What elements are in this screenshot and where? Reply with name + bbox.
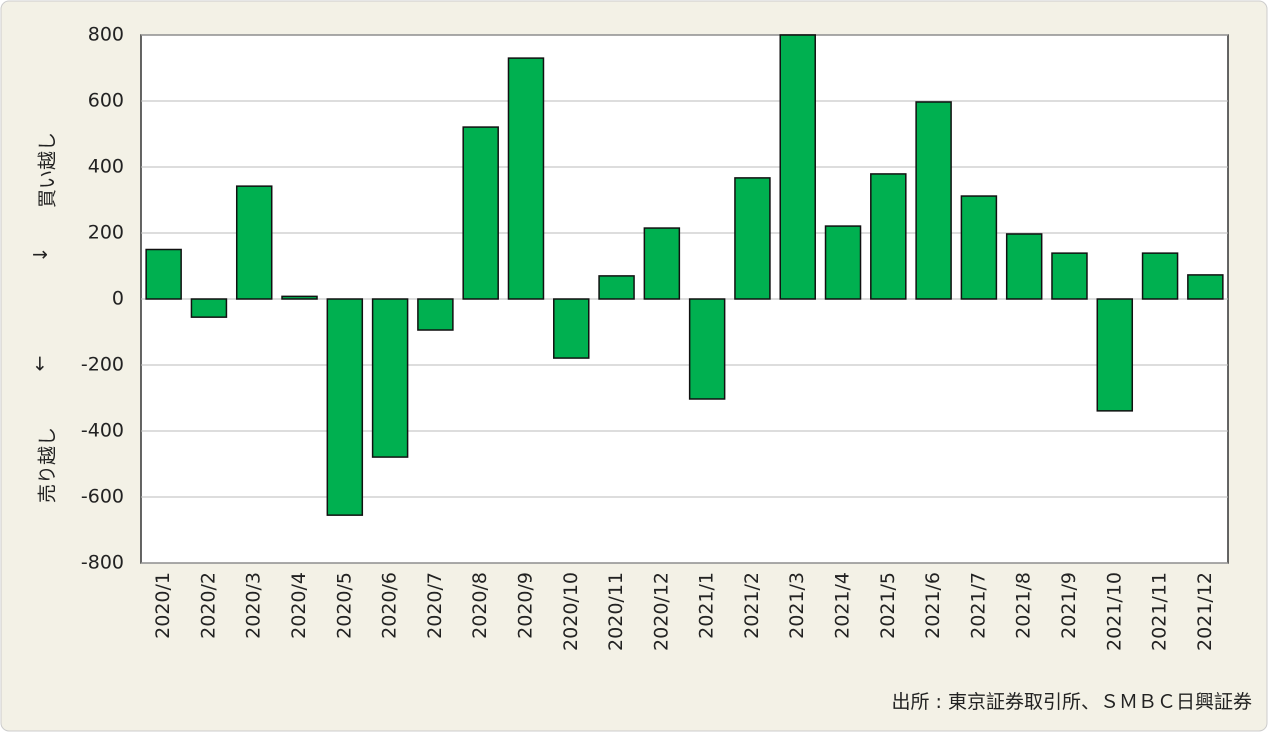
bar [145,248,182,300]
bar [734,177,771,300]
x-tick-label: 2020/9 [514,572,536,639]
y-tick-label: 800 [88,24,124,46]
bar [371,298,409,458]
bar [688,298,726,400]
bar [643,227,681,300]
x-tick-label: 2021/11 [1149,572,1171,651]
x-tick-label: 2021/1 [696,572,718,639]
x-tick-label: 2020/5 [333,572,355,639]
x-tick-label: 2021/7 [967,572,989,639]
bar [870,173,907,300]
x-tick-label: 2020/3 [243,572,265,639]
bar [915,101,952,300]
y-tick-label: 200 [88,222,124,244]
bar [779,34,816,300]
x-tick-label: 2020/12 [650,572,672,651]
x-tick-label: 2021/5 [877,572,899,639]
x-tick-label: 2020/7 [424,572,446,639]
bar [281,295,318,300]
x-tick-label: 2020/4 [288,572,310,639]
bar [1187,274,1224,300]
bar [1141,252,1179,300]
y-tick-label: -400 [81,420,124,442]
bar [553,298,590,359]
bar [462,126,499,300]
bar [1096,298,1134,412]
bar [326,298,364,516]
x-tick-label: 2021/6 [922,572,944,639]
x-tick-label: 2021/2 [741,572,763,639]
y-label-positive: 買い越し [37,132,59,208]
y-arrow-positive: → [32,244,48,266]
y-tick-label: 600 [88,90,124,112]
y-label-negative: 売り越し [37,427,59,503]
bar [598,275,635,300]
y-tick-label: 0 [112,288,124,310]
x-tick-label: 2021/8 [1013,572,1035,639]
y-tick-label: 400 [88,156,124,178]
x-tick-label: 2021/4 [832,572,854,639]
bar [1051,252,1088,300]
y-tick-label: -600 [81,486,124,508]
y-arrow-negative: ↓ [32,354,48,376]
x-tick-label: 2020/6 [379,572,401,639]
bar [824,225,862,300]
y-tick-label: -800 [81,552,124,574]
x-tick-label: 2021/9 [1058,572,1080,639]
x-tick-label: 2021/10 [1103,572,1125,651]
source: 出所 : 東京証券取引所、ＳＭＢＣ日興証券 [892,691,1252,713]
x-tick-label: 2020/11 [605,572,627,651]
bar [1005,233,1043,300]
bar [190,298,228,318]
bar [417,298,454,331]
x-tick-label: 2020/1 [152,572,174,639]
bar [507,57,545,300]
x-tick-label: 2020/10 [560,572,582,651]
y-tick-label: -200 [81,354,124,376]
x-tick-label: 2021/12 [1194,572,1216,651]
bar [235,185,273,300]
x-tick-label: 2020/2 [197,572,219,639]
x-tick-label: 2021/3 [786,572,808,639]
x-tick-label: 2020/8 [469,572,491,639]
bar [960,195,998,300]
